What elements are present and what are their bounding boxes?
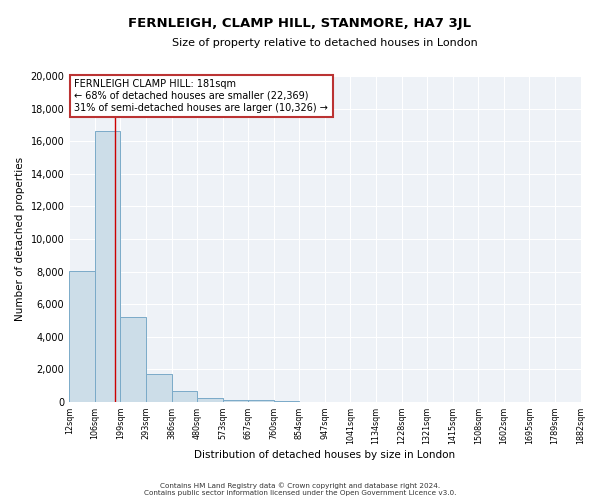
Bar [223, 400, 248, 402]
Text: Contains HM Land Registry data © Crown copyright and database right 2024.: Contains HM Land Registry data © Crown c… [160, 482, 440, 489]
Bar [197, 398, 223, 402]
Bar [121, 318, 146, 402]
X-axis label: Distribution of detached houses by size in London: Distribution of detached houses by size … [194, 450, 455, 460]
Bar [95, 132, 121, 402]
Title: Size of property relative to detached houses in London: Size of property relative to detached ho… [172, 38, 478, 48]
Y-axis label: Number of detached properties: Number of detached properties [15, 157, 25, 321]
Text: FERNLEIGH CLAMP HILL: 181sqm
← 68% of detached houses are smaller (22,369)
31% o: FERNLEIGH CLAMP HILL: 181sqm ← 68% of de… [74, 80, 328, 112]
Text: FERNLEIGH, CLAMP HILL, STANMORE, HA7 3JL: FERNLEIGH, CLAMP HILL, STANMORE, HA7 3JL [128, 18, 472, 30]
Bar [248, 400, 274, 402]
Text: Contains public sector information licensed under the Open Government Licence v3: Contains public sector information licen… [144, 490, 456, 496]
Bar [172, 390, 197, 402]
Bar [69, 271, 95, 402]
Bar [274, 401, 299, 402]
Bar [146, 374, 172, 402]
